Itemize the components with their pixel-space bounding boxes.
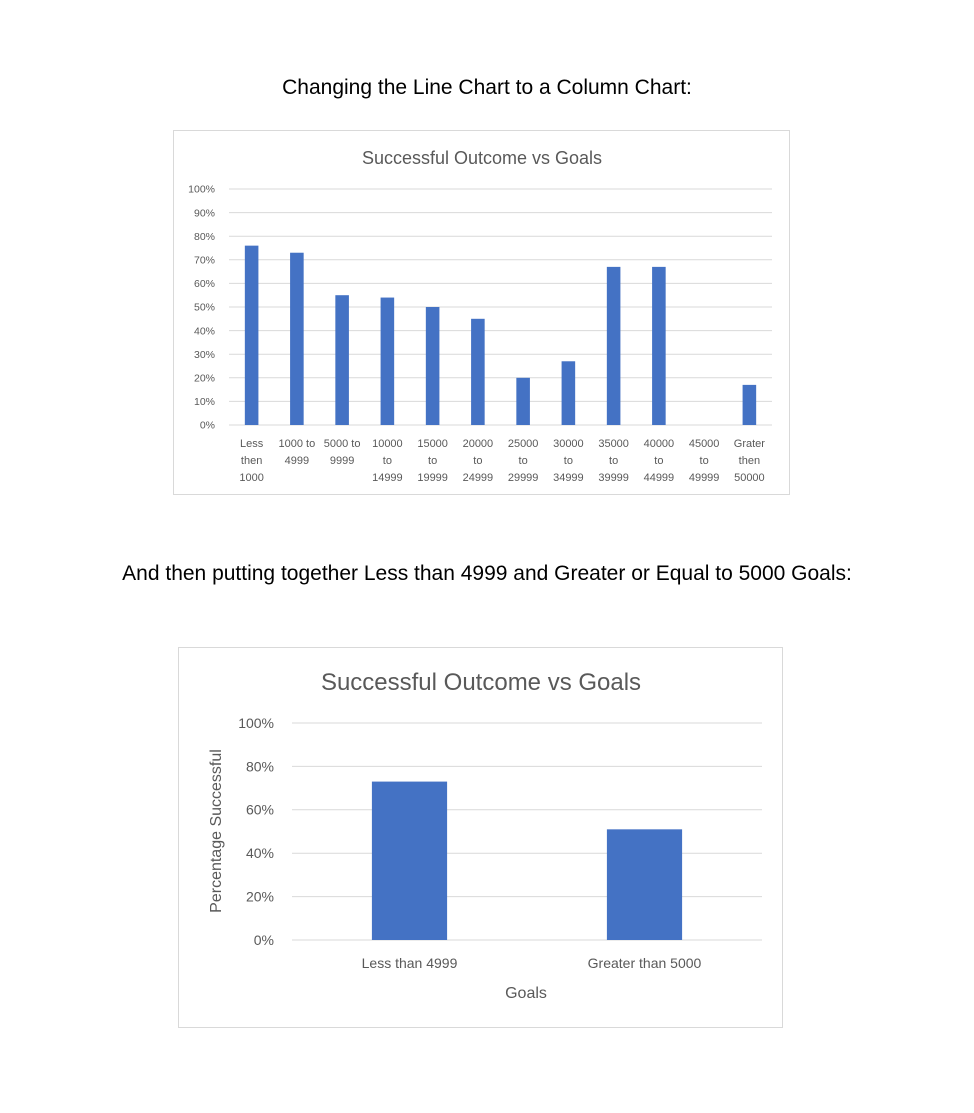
chart-column-by-goal-range-svg: Successful Outcome vs Goals 0% 10% 20% 30% 40… xyxy=(188,148,772,484)
x-tick-label: to xyxy=(564,455,573,467)
x-tick-label: 40000 xyxy=(644,438,675,450)
bar xyxy=(380,297,395,425)
y-axis-title: Percentage Successful xyxy=(208,749,225,913)
y-tick-label: 80% xyxy=(246,758,274,774)
x-tick-label: Greater than 5000 xyxy=(588,955,702,971)
x-tick-label: 20000 xyxy=(463,438,494,450)
chart-title: Successful Outcome vs Goals xyxy=(321,669,641,696)
bar xyxy=(742,384,757,425)
x-tick-label: 49999 xyxy=(689,472,720,484)
x-tick-label: to xyxy=(609,455,618,467)
y-tick-label: 20% xyxy=(246,889,274,905)
x-tick-label: 34999 xyxy=(553,472,584,484)
x-tick-label: to xyxy=(700,455,709,467)
bar xyxy=(290,252,304,425)
x-tick-label: 14999 xyxy=(372,472,403,484)
y-tick-label: 90% xyxy=(194,207,215,219)
bar xyxy=(244,245,259,425)
chart-combined-goals: Successful Outcome vs Goals 0% 20% 40% 60% 80… xyxy=(178,647,783,1028)
y-tick-label: 80% xyxy=(194,231,215,243)
x-tick-label: 15000 xyxy=(417,438,448,450)
bar xyxy=(335,295,349,425)
x-tick-label: 4999 xyxy=(285,455,309,467)
x-tick-label: to xyxy=(383,455,392,467)
x-tick-label: 44999 xyxy=(644,472,675,484)
y-tick-label: 60% xyxy=(194,278,215,290)
bar xyxy=(652,266,666,425)
x-tick-label: Less than 4999 xyxy=(362,955,458,971)
x-tick-label: 9999 xyxy=(330,455,354,467)
y-tick-label: 100% xyxy=(238,715,274,731)
x-tick-label: then xyxy=(739,455,760,467)
x-tick-label: Less xyxy=(240,438,264,450)
bar xyxy=(471,318,485,425)
y-tick-label: 60% xyxy=(246,802,274,818)
y-tick-label: 50% xyxy=(194,302,215,314)
y-tick-label: 40% xyxy=(194,325,215,337)
x-tick-label: to xyxy=(428,455,437,467)
x-tick-label: 29999 xyxy=(508,472,539,484)
section-heading-combined-chart: And then putting together Less than 4999… xyxy=(122,562,852,585)
x-tick-label: 1000 xyxy=(239,472,263,484)
x-tick-label: 24999 xyxy=(463,472,494,484)
y-tick-label: 0% xyxy=(254,932,274,948)
y-tick-label: 30% xyxy=(194,349,215,361)
section-heading-column-chart: Changing the Line Chart to a Column Char… xyxy=(282,76,692,99)
x-tick-label: 39999 xyxy=(598,472,629,484)
chart-title: Successful Outcome vs Goals xyxy=(362,148,602,168)
chart-combined-goals-svg: Successful Outcome vs Goals 0% 20% 40% 60% 80… xyxy=(208,669,762,1002)
x-tick-label: 1000 to xyxy=(279,438,316,450)
x-tick-label: to xyxy=(519,455,528,467)
bar xyxy=(606,829,683,940)
bar xyxy=(561,361,576,425)
y-tick-label: 0% xyxy=(200,420,215,432)
x-tick-label: 10000 xyxy=(372,438,403,450)
x-tick-label: 45000 xyxy=(689,438,720,450)
x-tick-label: then xyxy=(241,455,262,467)
x-tick-label: Grater xyxy=(734,438,766,450)
y-tick-label: 40% xyxy=(246,845,274,861)
x-tick-label: 5000 to xyxy=(324,438,361,450)
y-tick-label: 100% xyxy=(188,184,215,196)
x-tick-label: 25000 xyxy=(508,438,539,450)
x-tick-label: to xyxy=(654,455,663,467)
x-axis-title: Goals xyxy=(505,985,547,1002)
x-tick-label: 50000 xyxy=(734,472,765,484)
x-tick-label: to xyxy=(473,455,482,467)
x-tick-label: 35000 xyxy=(598,438,629,450)
chart-column-by-goal-range: Successful Outcome vs Goals 0% 10% 20% 30% 40… xyxy=(173,130,790,495)
y-tick-label: 10% xyxy=(194,396,215,408)
bar xyxy=(425,307,440,425)
x-tick-label: 30000 xyxy=(553,438,584,450)
y-tick-label: 20% xyxy=(194,372,215,384)
bar xyxy=(516,377,530,425)
y-tick-label: 70% xyxy=(194,254,215,266)
bar xyxy=(606,266,621,425)
bar xyxy=(371,781,448,940)
x-tick-label: 19999 xyxy=(417,472,448,484)
